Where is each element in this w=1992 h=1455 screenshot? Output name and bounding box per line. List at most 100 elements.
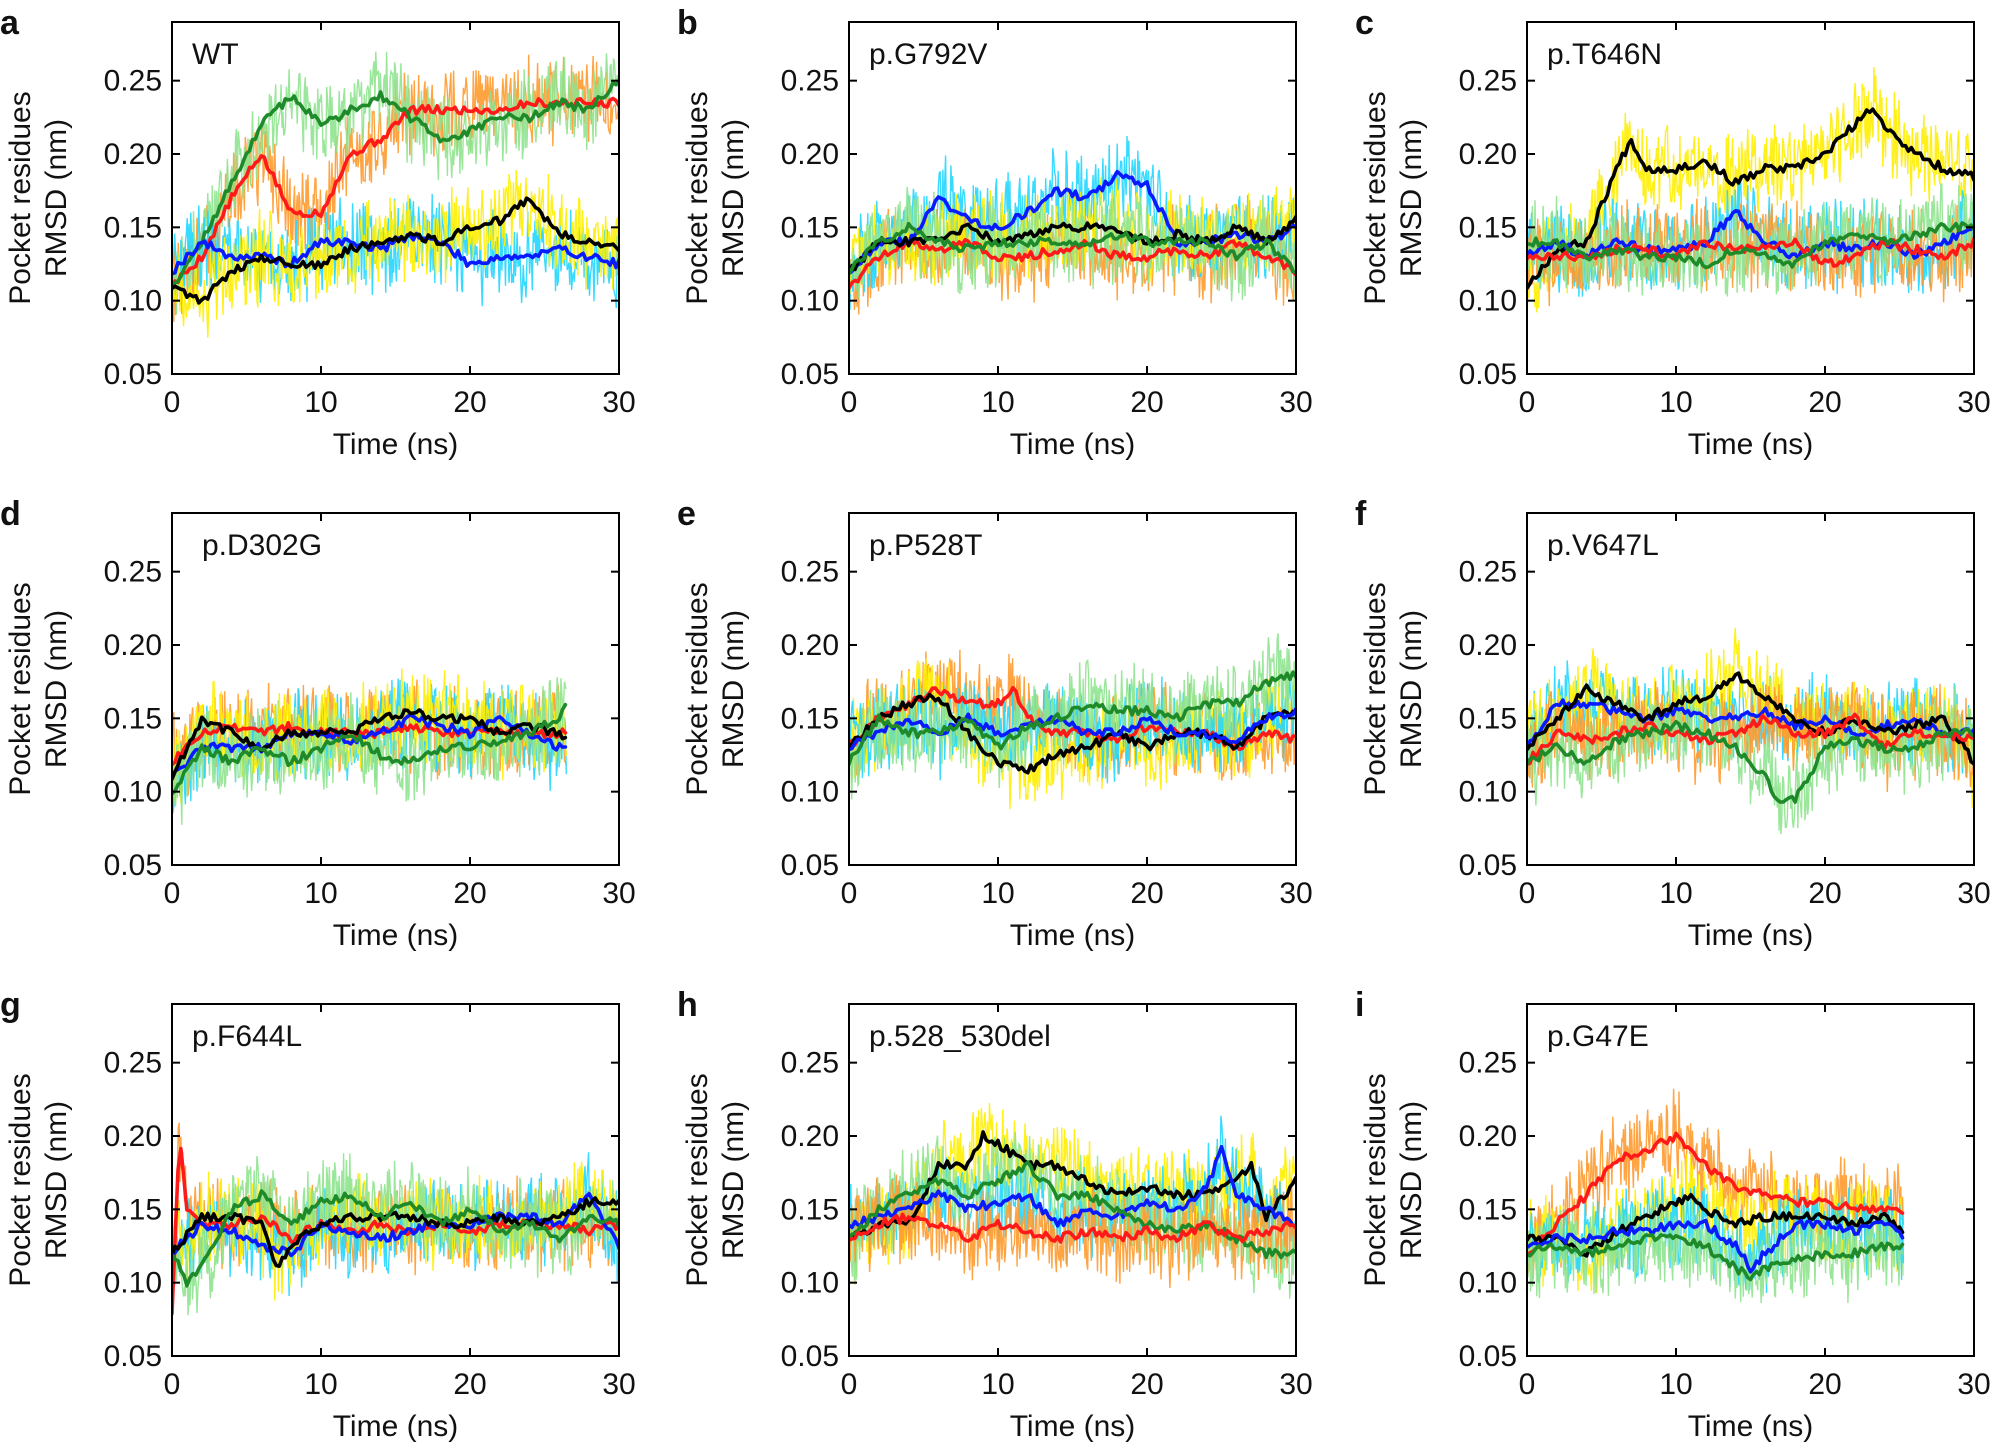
y-axis-title-line1: Pocket residues xyxy=(681,91,714,304)
panel-i: 0.05 0.10 0.15 0.20 0.25 0 10 20 30 Time (ns) Pock… xyxy=(1355,986,1991,1443)
y-tick-label: 0.25 xyxy=(781,65,839,98)
raw-trace-lightgreen xyxy=(1527,1199,1904,1304)
x-tick-label: 0 xyxy=(1519,877,1536,910)
panel-title: p.528_530del xyxy=(869,1020,1051,1053)
panel-letter: a xyxy=(0,4,20,42)
y-axis-title-line2: RMSD (nm) xyxy=(1395,1101,1428,1259)
y-tick-label: 0.25 xyxy=(781,1047,839,1080)
x-tick-label: 0 xyxy=(1519,1368,1536,1401)
y-tick-label: 0.10 xyxy=(1459,776,1517,809)
plot-area xyxy=(849,135,1296,315)
y-tick-label: 0.20 xyxy=(1459,138,1517,171)
panel-f: 0.05 0.10 0.15 0.20 0.25 0 10 20 30 Time (ns) Pock… xyxy=(1355,495,1991,952)
x-tick-label: 10 xyxy=(1659,386,1692,419)
x-tick-label: 30 xyxy=(602,1368,635,1401)
y-tick-label: 0.20 xyxy=(104,138,162,171)
x-axis-title: Time (ns) xyxy=(333,428,459,461)
smoothed-trace-red xyxy=(1527,1131,1905,1257)
smoothed-trace-blue xyxy=(1527,1218,1905,1274)
smoothed-trace-blue xyxy=(1527,698,1974,752)
panel-h: 0.05 0.10 0.15 0.20 0.25 0 10 20 30 Time (ns) Pock… xyxy=(677,986,1313,1443)
x-tick-label: 30 xyxy=(1279,1368,1312,1401)
raw-trace-lightgreen xyxy=(849,186,1296,302)
x-tick-label: 10 xyxy=(304,877,337,910)
smoothed-trace-darkgreen xyxy=(849,221,1296,276)
x-tick-label: 30 xyxy=(602,386,635,419)
y-tick-label: 0.25 xyxy=(104,1047,162,1080)
x-axis-title: Time (ns) xyxy=(1688,919,1814,952)
plot-frame xyxy=(848,21,1297,375)
panel-title: p.F644L xyxy=(192,1020,302,1053)
y-tick-label: 0.05 xyxy=(104,849,162,882)
x-axis-title: Time (ns) xyxy=(1010,428,1136,461)
y-axis-title-line2: RMSD (nm) xyxy=(40,119,73,277)
x-tick-label: 10 xyxy=(1659,1368,1692,1401)
plot-area xyxy=(1527,1088,1905,1304)
y-axis-title-line2: RMSD (nm) xyxy=(1395,610,1428,768)
y-axis-title-line1: Pocket residues xyxy=(4,91,37,304)
x-tick-label: 10 xyxy=(981,877,1014,910)
y-tick-label: 0.05 xyxy=(1459,849,1517,882)
x-tick-label: 10 xyxy=(304,1368,337,1401)
raw-trace-orange xyxy=(849,1174,1296,1289)
plot-frame xyxy=(171,21,620,375)
smoothed-trace-black xyxy=(172,1196,619,1268)
x-tick-label: 20 xyxy=(1130,386,1163,419)
panel-title: p.P528T xyxy=(869,529,982,562)
y-tick-label: 0.15 xyxy=(781,211,839,244)
smoothed-trace-black xyxy=(1527,107,1974,290)
x-tick-label: 0 xyxy=(164,1368,181,1401)
y-tick-label: 0.10 xyxy=(781,1267,839,1300)
y-tick-label: 0.20 xyxy=(781,1120,839,1153)
y-tick-label: 0.10 xyxy=(1459,1267,1517,1300)
plot-area xyxy=(172,668,568,825)
smoothed-trace-blue xyxy=(172,231,619,276)
x-tick-label: 30 xyxy=(1957,386,1990,419)
x-tick-label: 0 xyxy=(1519,386,1536,419)
x-tick-label: 30 xyxy=(1957,1368,1990,1401)
x-axis-title: Time (ns) xyxy=(1010,1410,1136,1443)
y-axis-title-line2: RMSD (nm) xyxy=(717,119,750,277)
plot-area xyxy=(172,1122,619,1322)
panel-letter: g xyxy=(0,986,21,1024)
x-tick-label: 20 xyxy=(453,386,486,419)
x-tick-label: 30 xyxy=(1957,877,1990,910)
smoothed-trace-blue xyxy=(849,169,1296,276)
x-tick-label: 10 xyxy=(981,1368,1014,1401)
smoothed-trace-red xyxy=(172,96,619,291)
panel-c: 0.05 0.10 0.15 0.20 0.25 0 10 20 30 Time (ns) Pock… xyxy=(1355,4,1991,461)
y-axis-title-line2: RMSD (nm) xyxy=(40,610,73,768)
plot-frame xyxy=(171,1003,620,1357)
y-tick-label: 0.25 xyxy=(104,556,162,589)
smoothed-trace-darkgreen xyxy=(172,78,619,291)
y-tick-label: 0.20 xyxy=(104,629,162,662)
panel-letter: d xyxy=(0,495,21,533)
smoothed-trace-black xyxy=(1527,671,1974,766)
panel-title: p.G792V xyxy=(869,38,987,71)
smoothed-trace-black xyxy=(1527,1192,1905,1258)
smoothed-trace-darkgreen xyxy=(1527,1233,1905,1282)
y-tick-label: 0.15 xyxy=(781,1193,839,1226)
x-tick-label: 20 xyxy=(1130,1368,1163,1401)
plot-frame xyxy=(171,512,620,866)
smoothed-trace-black xyxy=(849,692,1296,775)
y-axis-title-line2: RMSD (nm) xyxy=(717,610,750,768)
plot-area xyxy=(1527,66,1974,313)
y-tick-label: 0.10 xyxy=(781,776,839,809)
smoothed-trace-black xyxy=(172,708,568,781)
y-tick-label: 0.15 xyxy=(104,702,162,735)
plot-area xyxy=(849,1103,1296,1299)
smoothed-trace-darkgreen xyxy=(1527,221,1974,270)
x-tick-label: 30 xyxy=(1279,386,1312,419)
y-axis-title-line2: RMSD (nm) xyxy=(40,1101,73,1259)
y-tick-label: 0.15 xyxy=(104,211,162,244)
panel-title: WT xyxy=(192,38,239,71)
smoothed-trace-black xyxy=(849,214,1296,276)
x-tick-label: 20 xyxy=(453,877,486,910)
y-axis-title-line1: Pocket residues xyxy=(681,582,714,795)
y-tick-label: 0.15 xyxy=(1459,702,1517,735)
y-tick-label: 0.15 xyxy=(1459,211,1517,244)
panel-title: p.T646N xyxy=(1547,38,1662,71)
y-tick-label: 0.05 xyxy=(104,1340,162,1373)
x-tick-label: 20 xyxy=(1808,386,1841,419)
